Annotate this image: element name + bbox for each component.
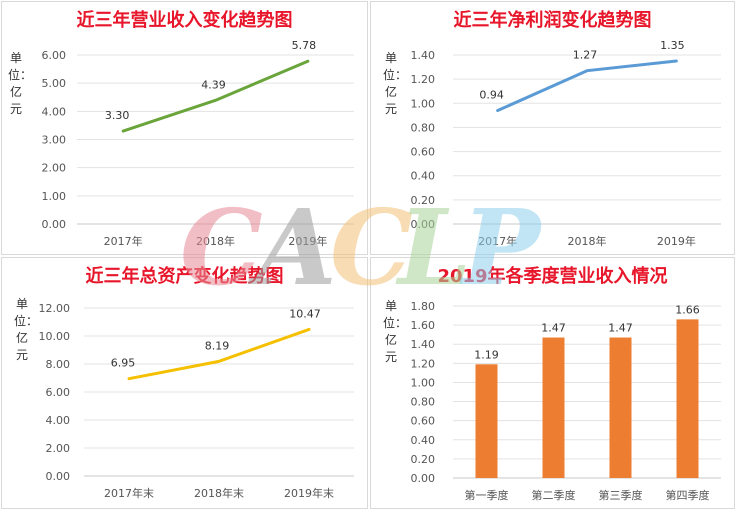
data-label: 0.94 (479, 89, 504, 102)
y-tick-label: 4.00 (42, 105, 67, 118)
y-tick-label: 3.00 (42, 134, 67, 147)
y-tick-label: 0.00 (411, 218, 436, 231)
y-tick-label: 0.20 (411, 194, 436, 207)
bar (475, 364, 498, 478)
y-tick-label: 0.00 (42, 218, 67, 231)
total-assets-trend-chart: 0.00 2.00 4.00 6.00 8.00 10.00 12.00 2017年末 2018… (39, 302, 354, 500)
x-category-label: 2017年 (104, 234, 143, 248)
data-label: 10.47 (289, 307, 321, 320)
bar (676, 319, 699, 478)
y-tick-label: 0.00 (411, 472, 436, 485)
data-label: 1.66 (675, 303, 700, 316)
net-profit-trend-chart: 0.00 0.20 0.40 0.60 0.80 1.00 1.20 1.40 2017年 201… (411, 39, 721, 248)
y-tick-label: 0.60 (411, 415, 436, 428)
y-tick-label: 1.60 (411, 319, 436, 332)
y-tick-label: 0.80 (411, 121, 436, 134)
y-tick-label: 1.00 (411, 97, 436, 110)
y-tick-label: 4.00 (46, 414, 71, 427)
data-label: 3.30 (105, 109, 130, 122)
y-tick-label: 0.80 (411, 396, 436, 409)
x-category-label: 2018年 (568, 234, 607, 248)
y-tick-label: 0.60 (411, 146, 436, 159)
x-category-label: 第二季度 (532, 488, 576, 502)
y-tick-label: 2.00 (42, 162, 67, 175)
series-line (121, 59, 310, 133)
y-tick-label: 0.40 (411, 434, 436, 447)
x-category-label: 第一季度 (465, 488, 509, 502)
y-tick-label: 6.00 (46, 386, 71, 399)
data-label: 1.27 (573, 49, 598, 62)
x-category-label: 2019年 (288, 234, 327, 248)
y-tick-label: 10.00 (39, 330, 71, 343)
x-category-label: 2019年 (657, 234, 696, 248)
data-label: 1.19 (474, 348, 499, 361)
chart-title: 近三年总资产变化趋势图 (85, 266, 284, 287)
y-tick-label: 1.00 (42, 190, 67, 203)
x-category-label: 第三季度 (599, 488, 643, 502)
y-tick-label: 8.00 (46, 358, 71, 371)
bar (542, 337, 565, 478)
data-label: 1.35 (660, 39, 685, 52)
data-label: 6.95 (111, 357, 136, 370)
revenue-trend-chart: 0.00 1.00 2.00 3.00 4.00 5.00 6.00 2017年 2018年 20… (42, 39, 354, 248)
net-profit-trend-panel: 近三年净利润变化趋势图 单位：亿元 0.00 0.20 0.40 0.60 0.80 1.… (370, 1, 735, 255)
x-category-label: 2018年 (196, 234, 235, 248)
series-line (127, 327, 311, 381)
x-category-label: 2019年末 (284, 486, 334, 500)
revenue-trend-panel: 近三年营业收入变化趋势图 单位：亿元 0.00 1.00 2.00 3.00 4.00 5… (1, 1, 368, 255)
y-tick-label: 0.00 (46, 470, 71, 483)
y-tick-label: 1.20 (411, 73, 436, 86)
y-tick-label: 2.00 (46, 442, 71, 455)
total-assets-trend-panel: 近三年总资产变化趋势图 单位：亿元 0.00 2.00 4.00 6.00 8.00 10… (1, 257, 368, 509)
chart-title: 2019年各季度营业收入情况 (437, 266, 668, 287)
y-tick-label: 1.20 (411, 357, 436, 370)
data-label: 8.19 (205, 339, 230, 352)
y-tick-label: 1.40 (411, 338, 436, 351)
bar (609, 337, 632, 478)
chart-title: 近三年净利润变化趋势图 (453, 10, 652, 31)
data-label: 4.39 (201, 78, 226, 91)
y-tick-label: 0.40 (411, 170, 436, 183)
y-tick-label: 5.00 (42, 77, 67, 90)
y-tick-label: 1.40 (411, 49, 436, 62)
x-category-label: 第四季度 (666, 488, 710, 502)
y-tick-label: 0.20 (411, 453, 436, 466)
chart-title: 近三年营业收入变化趋势图 (76, 10, 293, 31)
x-category-label: 2018年末 (194, 486, 244, 500)
x-category-label: 2017年末 (104, 486, 154, 500)
y-tick-label: 1.80 (411, 300, 436, 313)
data-label: 1.47 (608, 322, 633, 335)
data-label: 5.78 (292, 39, 317, 52)
y-tick-label: 6.00 (42, 49, 67, 62)
quarterly-revenue-panel: 2019年各季度营业收入情况 单位：亿元 0.00 0.20 0.40 0.60 0.8… (370, 257, 735, 509)
x-category-label: 2017年 (478, 234, 517, 248)
data-label: 1.47 (541, 322, 566, 335)
y-tick-label: 12.00 (39, 302, 71, 315)
y-tick-label: 1.00 (411, 376, 436, 389)
quarterly-revenue-chart: 0.00 0.20 0.40 0.60 0.80 1.00 1.20 1.40 1.60 1.80… (411, 300, 721, 502)
